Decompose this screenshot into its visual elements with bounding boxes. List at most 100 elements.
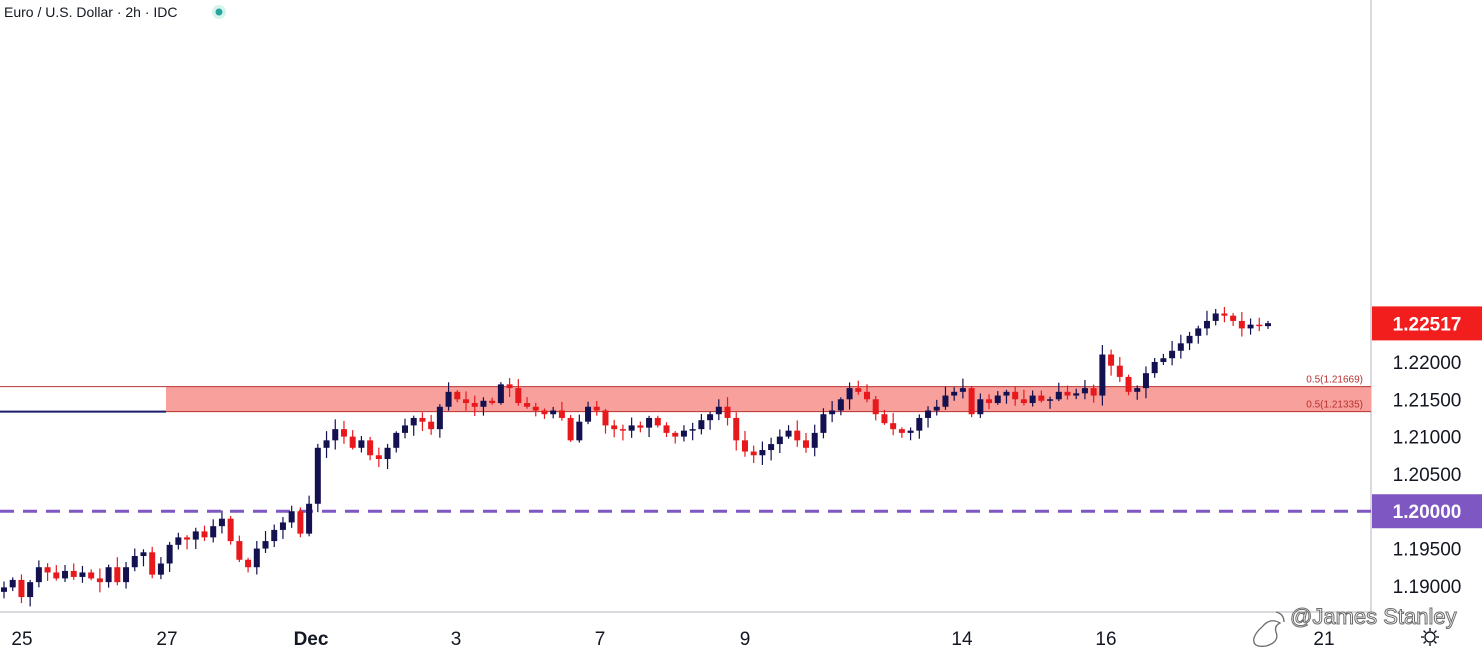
x-tick-label: 7 xyxy=(595,629,606,650)
candle-body xyxy=(1,587,7,592)
candle-body xyxy=(1073,393,1080,396)
x-tick-label: 21 xyxy=(1313,629,1334,650)
candle-body xyxy=(986,399,993,404)
candle-body xyxy=(1125,376,1132,392)
candle-body xyxy=(384,447,391,459)
candle-body xyxy=(1003,391,1010,396)
candle-body xyxy=(602,410,609,426)
candle-body xyxy=(471,403,478,407)
candle-body xyxy=(907,430,914,433)
candle-body xyxy=(140,552,147,557)
candle-body xyxy=(1038,395,1045,401)
price-axis: 1.19000 1.19500 1.20000 1.20500 1.21000 1.215… xyxy=(1393,353,1462,598)
candle-body xyxy=(1177,343,1184,351)
candle-body xyxy=(245,559,252,568)
candle-body xyxy=(314,447,321,504)
candle-body xyxy=(297,511,304,534)
zone-upper-label: 0.5(1.21669) xyxy=(1306,375,1363,386)
candle-body xyxy=(567,417,574,441)
candle-body xyxy=(707,414,714,421)
candle-body xyxy=(1064,391,1071,396)
y-tick-label: 1.21500 xyxy=(1393,390,1462,411)
candle-body xyxy=(1221,313,1228,316)
x-tick-label: 3 xyxy=(451,629,462,650)
candle-body xyxy=(480,400,487,407)
candle-body xyxy=(890,423,897,430)
x-tick-label: 14 xyxy=(951,629,973,650)
candle-body xyxy=(1151,361,1158,374)
candle-body xyxy=(881,414,888,424)
candle-body xyxy=(1169,350,1176,359)
candle-body xyxy=(715,406,722,415)
candle-body xyxy=(1020,399,1027,404)
y-tick-label: 1.21000 xyxy=(1393,428,1462,449)
candle-body xyxy=(611,425,618,430)
chart-title: Euro / U.S. Dollar · 2h · IDC xyxy=(4,4,178,20)
x-tick-label: 9 xyxy=(740,629,751,650)
y-tick-label: 1.20500 xyxy=(1393,465,1462,486)
candle-body xyxy=(428,421,435,430)
zone-fill xyxy=(166,386,1371,412)
candle-body xyxy=(916,417,923,431)
candle-body xyxy=(864,391,871,400)
candle-body xyxy=(358,440,365,448)
candle-body xyxy=(846,388,853,400)
candle-body xyxy=(532,406,539,411)
candle-body xyxy=(942,395,949,407)
zone-lower-label: 0.5(1.21335) xyxy=(1306,400,1363,411)
candle-body xyxy=(1238,320,1245,329)
candle-body xyxy=(114,567,121,583)
candle-body xyxy=(131,556,138,568)
candle-body xyxy=(157,563,164,575)
candle-body xyxy=(1186,335,1193,344)
weibo-logo-icon xyxy=(1253,611,1285,647)
candle-body xyxy=(672,432,679,437)
candle-body xyxy=(1160,358,1167,362)
candle-body xyxy=(323,440,330,448)
candle-body xyxy=(646,417,653,428)
candle-body xyxy=(794,430,801,441)
x-tick-label: 25 xyxy=(11,629,32,650)
candle-body xyxy=(27,582,34,598)
candle-body xyxy=(489,400,496,404)
candle-body xyxy=(820,414,827,433)
candle-body xyxy=(445,391,452,407)
candle-body xyxy=(463,399,470,404)
candle-body xyxy=(1081,388,1088,394)
settings-gear-icon[interactable] xyxy=(1421,628,1439,646)
candle-body xyxy=(184,537,191,540)
candle-body xyxy=(367,440,374,456)
candle-body xyxy=(262,541,269,549)
candle-body xyxy=(340,429,347,437)
candle-body xyxy=(811,432,818,448)
candle-body xyxy=(62,570,69,579)
watermark-text: @James Stanley xyxy=(1290,604,1457,629)
y-tick-label: 1.19000 xyxy=(1393,577,1462,598)
candle-body xyxy=(149,552,156,575)
candle-body xyxy=(855,388,862,392)
candle-body xyxy=(1090,388,1097,396)
candle-body xyxy=(515,388,522,404)
candle-body xyxy=(585,406,592,422)
candle-body xyxy=(279,522,286,530)
level-badge-bg xyxy=(1372,494,1482,529)
candle-body xyxy=(959,388,966,392)
candle-body xyxy=(1203,320,1210,329)
candle-body xyxy=(1012,391,1019,400)
resistance-zone: 0.5(1.21669) 0.5(1.21335) xyxy=(0,375,1371,413)
candle-body xyxy=(349,436,356,448)
candle-body xyxy=(933,406,940,411)
candle-body xyxy=(218,518,225,527)
candle-body xyxy=(454,391,461,400)
candle-body xyxy=(306,503,313,534)
candle-body xyxy=(593,406,600,411)
candle-body xyxy=(79,572,86,577)
candle-body xyxy=(785,430,792,437)
candle-body xyxy=(288,511,295,523)
candle-body xyxy=(654,417,661,426)
candle-body xyxy=(271,529,278,542)
candle-body xyxy=(1195,328,1202,336)
y-tick-label: 1.19500 xyxy=(1393,540,1462,561)
candle-body xyxy=(1055,391,1062,400)
candle-body xyxy=(1256,324,1263,327)
